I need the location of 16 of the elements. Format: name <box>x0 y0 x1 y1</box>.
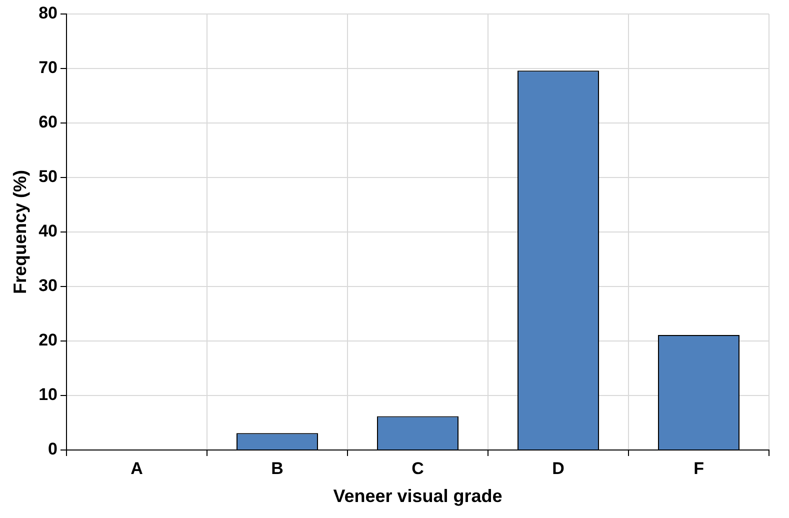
y-tick-label: 10 <box>38 385 58 404</box>
x-tick-label: B <box>271 458 284 478</box>
x-axis-title: Veneer visual grade <box>333 486 502 506</box>
y-tick-label: 40 <box>38 222 58 241</box>
y-tick-label: 50 <box>38 167 58 186</box>
y-tick-label: 70 <box>38 58 58 78</box>
x-tick-label: D <box>552 458 564 478</box>
y-tick-label: 0 <box>48 440 58 459</box>
y-tick-label: 60 <box>38 112 58 132</box>
x-tick-label: C <box>412 458 424 478</box>
y-tick-label: 30 <box>38 276 58 296</box>
y-axis-title: Frequency (%) <box>10 170 30 294</box>
x-tick-label: F <box>694 458 704 478</box>
y-tick-label: 20 <box>38 330 58 350</box>
x-tick-label: A <box>130 458 143 478</box>
y-tick-label: 80 <box>38 4 58 23</box>
